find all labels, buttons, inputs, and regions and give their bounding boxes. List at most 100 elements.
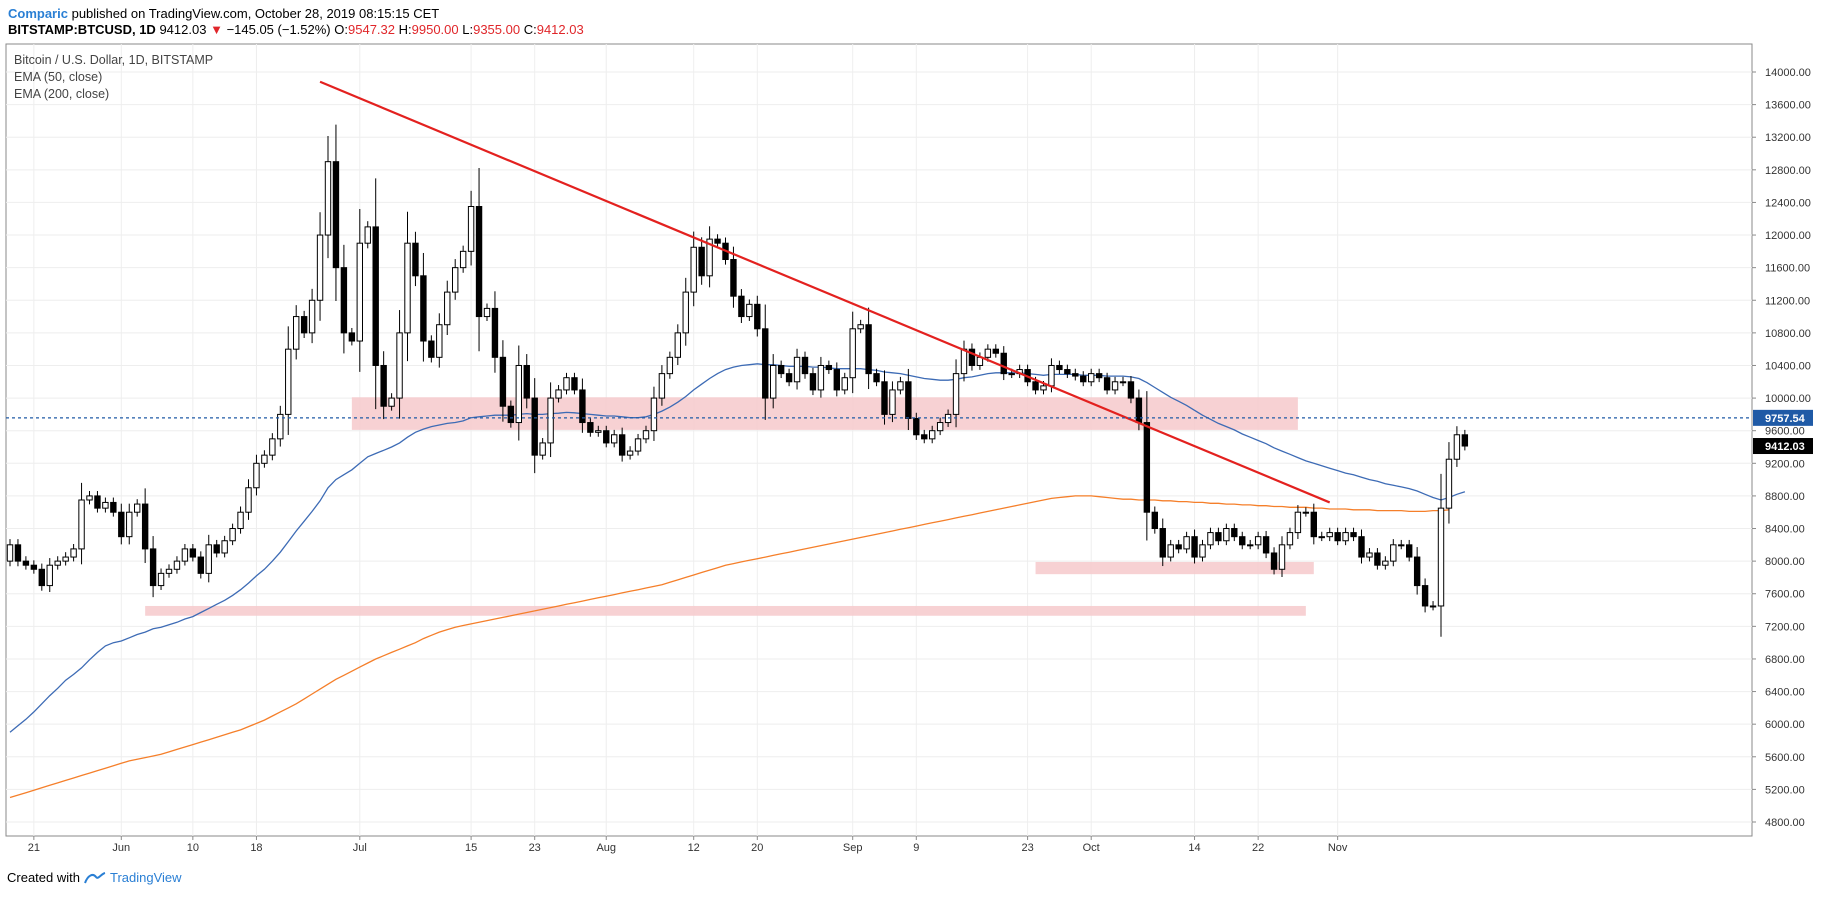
candle-body xyxy=(603,430,610,444)
x-tick-label: Nov xyxy=(1328,842,1348,854)
bullish-candle xyxy=(324,135,332,259)
candle-body xyxy=(1239,536,1246,546)
bearish-candle xyxy=(428,335,435,363)
bearish-candle xyxy=(348,327,356,346)
candle-body xyxy=(1286,532,1294,546)
candle-body xyxy=(770,364,777,399)
bullish-candle xyxy=(1183,531,1190,554)
bearish-candle xyxy=(1000,346,1007,381)
candle-body xyxy=(777,364,785,375)
candle-body xyxy=(833,369,840,391)
candle-body xyxy=(1159,528,1166,558)
bullish-candle xyxy=(793,348,801,390)
bearish-candle xyxy=(1191,529,1198,564)
bullish-candle xyxy=(1119,376,1127,387)
candle-body xyxy=(1064,369,1071,375)
candle-body xyxy=(1398,544,1405,547)
candle-body xyxy=(952,373,960,415)
bullish-candle xyxy=(1318,531,1325,542)
bearish-candle xyxy=(618,427,626,462)
candle-body xyxy=(523,364,530,399)
author-link[interactable]: Comparic xyxy=(8,6,68,21)
candle-body xyxy=(1421,585,1429,607)
trendline[interactable] xyxy=(319,80,1331,504)
bearish-candle xyxy=(603,425,610,448)
bearish-candle xyxy=(14,539,22,567)
candle-body xyxy=(865,324,872,375)
bullish-candle xyxy=(770,354,777,409)
y-tick-label: 11200.00 xyxy=(1765,295,1810,307)
candle-body xyxy=(388,397,395,407)
bullish-candle xyxy=(929,425,936,444)
candle-body xyxy=(1318,536,1325,539)
bearish-candle xyxy=(1231,523,1238,542)
candle-body xyxy=(706,238,713,277)
candle-body xyxy=(237,511,244,530)
bearish-candle xyxy=(1334,527,1341,546)
candle-body xyxy=(1207,532,1214,546)
bullish-candle xyxy=(1398,539,1405,550)
bearish-candle xyxy=(1103,372,1111,395)
bullish-candle xyxy=(889,381,896,423)
bullish-candle xyxy=(285,326,292,435)
candle-body xyxy=(921,434,928,440)
bullish-candle xyxy=(1286,527,1294,550)
candle-body xyxy=(467,206,475,252)
candle-body xyxy=(1358,536,1365,558)
bearish-candle xyxy=(30,560,38,574)
x-tick-label: Oct xyxy=(1083,842,1100,854)
y-tick-label: 12800.00 xyxy=(1765,165,1811,177)
x-tick-label: 15 xyxy=(465,842,477,854)
candle-body xyxy=(1231,528,1238,538)
bearish-candle xyxy=(1080,371,1087,387)
bullish-candle xyxy=(650,386,658,441)
bullish-candle xyxy=(634,433,642,456)
x-tick-label: 12 xyxy=(688,842,700,854)
bullish-candle xyxy=(563,372,570,395)
tradingview-link[interactable]: TradingView xyxy=(109,870,182,885)
publish-info: Comparic published on TradingView.com, O… xyxy=(8,6,439,22)
bullish-candle xyxy=(1111,376,1119,395)
y-tick-label: 7200.00 xyxy=(1765,621,1805,633)
candle-body xyxy=(1103,377,1111,391)
bullish-candle xyxy=(1223,523,1230,546)
bullish-candle xyxy=(706,226,713,288)
y-axis[interactable]: 4800.00 5200.00 5600.00 6000.00 6400.00 6800.… xyxy=(1752,67,1811,829)
bearish-candle xyxy=(1239,531,1246,550)
candle-body xyxy=(1111,381,1119,391)
y-tick-label: 4800.00 xyxy=(1765,817,1805,829)
candle-body xyxy=(1334,532,1341,542)
price-tag: 9757.54 xyxy=(1753,409,1813,426)
candle-body xyxy=(618,434,626,456)
bullish-candle xyxy=(467,190,475,266)
candle-body xyxy=(285,348,292,415)
bullish-candle xyxy=(134,499,141,517)
zone-rect xyxy=(1035,561,1314,575)
bullish-candle xyxy=(1445,442,1453,524)
candle-body xyxy=(22,560,30,566)
candle-body xyxy=(348,332,356,342)
y-tick-label: 7600.00 xyxy=(1765,589,1805,601)
high-value: 9950.00 xyxy=(411,22,459,37)
x-axis[interactable]: 21 Jun 10 18 Jul 15 23 Aug 12 20 Sep 9 23 Oct 14 22 Nov xyxy=(28,836,1348,854)
down-arrow-icon: ▼ xyxy=(210,22,223,37)
legend-ema50: EMA (50, close) xyxy=(14,70,103,84)
price-tag-box xyxy=(1753,438,1813,455)
close-label: C: xyxy=(523,22,537,37)
bullish-candle xyxy=(237,506,244,534)
bullish-candle xyxy=(1278,536,1286,577)
bullish-candle xyxy=(245,479,252,520)
candle-body xyxy=(277,413,284,440)
x-tick-label: Jun xyxy=(112,842,130,854)
bullish-candle xyxy=(253,454,260,496)
candle-body xyxy=(420,275,427,342)
y-tick-label: 6800.00 xyxy=(1765,654,1805,666)
bearish-candle xyxy=(762,304,769,420)
bullish-candle xyxy=(261,450,268,468)
bullish-candle xyxy=(78,482,85,565)
candle-body xyxy=(1048,364,1055,387)
candle-body xyxy=(762,328,769,399)
candle-body xyxy=(547,397,554,444)
candle-body xyxy=(62,556,69,562)
